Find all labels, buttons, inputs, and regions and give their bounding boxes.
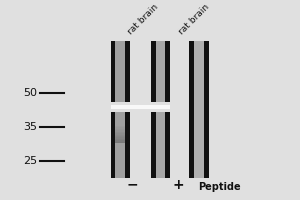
Bar bbox=[156, 41, 165, 178]
Bar bbox=[116, 132, 125, 133]
Bar bbox=[116, 127, 125, 129]
Text: +: + bbox=[172, 178, 184, 192]
Bar bbox=[116, 137, 125, 139]
Bar bbox=[116, 135, 125, 136]
Bar bbox=[189, 41, 209, 178]
Bar bbox=[116, 136, 125, 137]
Bar bbox=[116, 133, 125, 135]
Bar bbox=[151, 41, 170, 178]
Text: rat brain: rat brain bbox=[126, 2, 160, 36]
Text: 35: 35 bbox=[23, 122, 37, 132]
Bar bbox=[194, 41, 204, 178]
Text: Peptide: Peptide bbox=[199, 182, 241, 192]
Bar bbox=[111, 105, 170, 109]
Bar bbox=[116, 142, 125, 143]
Bar bbox=[111, 41, 130, 178]
Bar bbox=[116, 140, 125, 142]
Text: 25: 25 bbox=[23, 156, 37, 166]
Bar bbox=[116, 139, 125, 140]
Bar bbox=[116, 130, 125, 132]
Bar bbox=[111, 102, 170, 112]
Text: 50: 50 bbox=[23, 88, 37, 98]
Bar bbox=[116, 126, 125, 127]
Bar bbox=[116, 41, 125, 178]
Text: −: − bbox=[126, 178, 138, 192]
Text: rat brain: rat brain bbox=[177, 2, 211, 36]
Bar bbox=[116, 129, 125, 130]
